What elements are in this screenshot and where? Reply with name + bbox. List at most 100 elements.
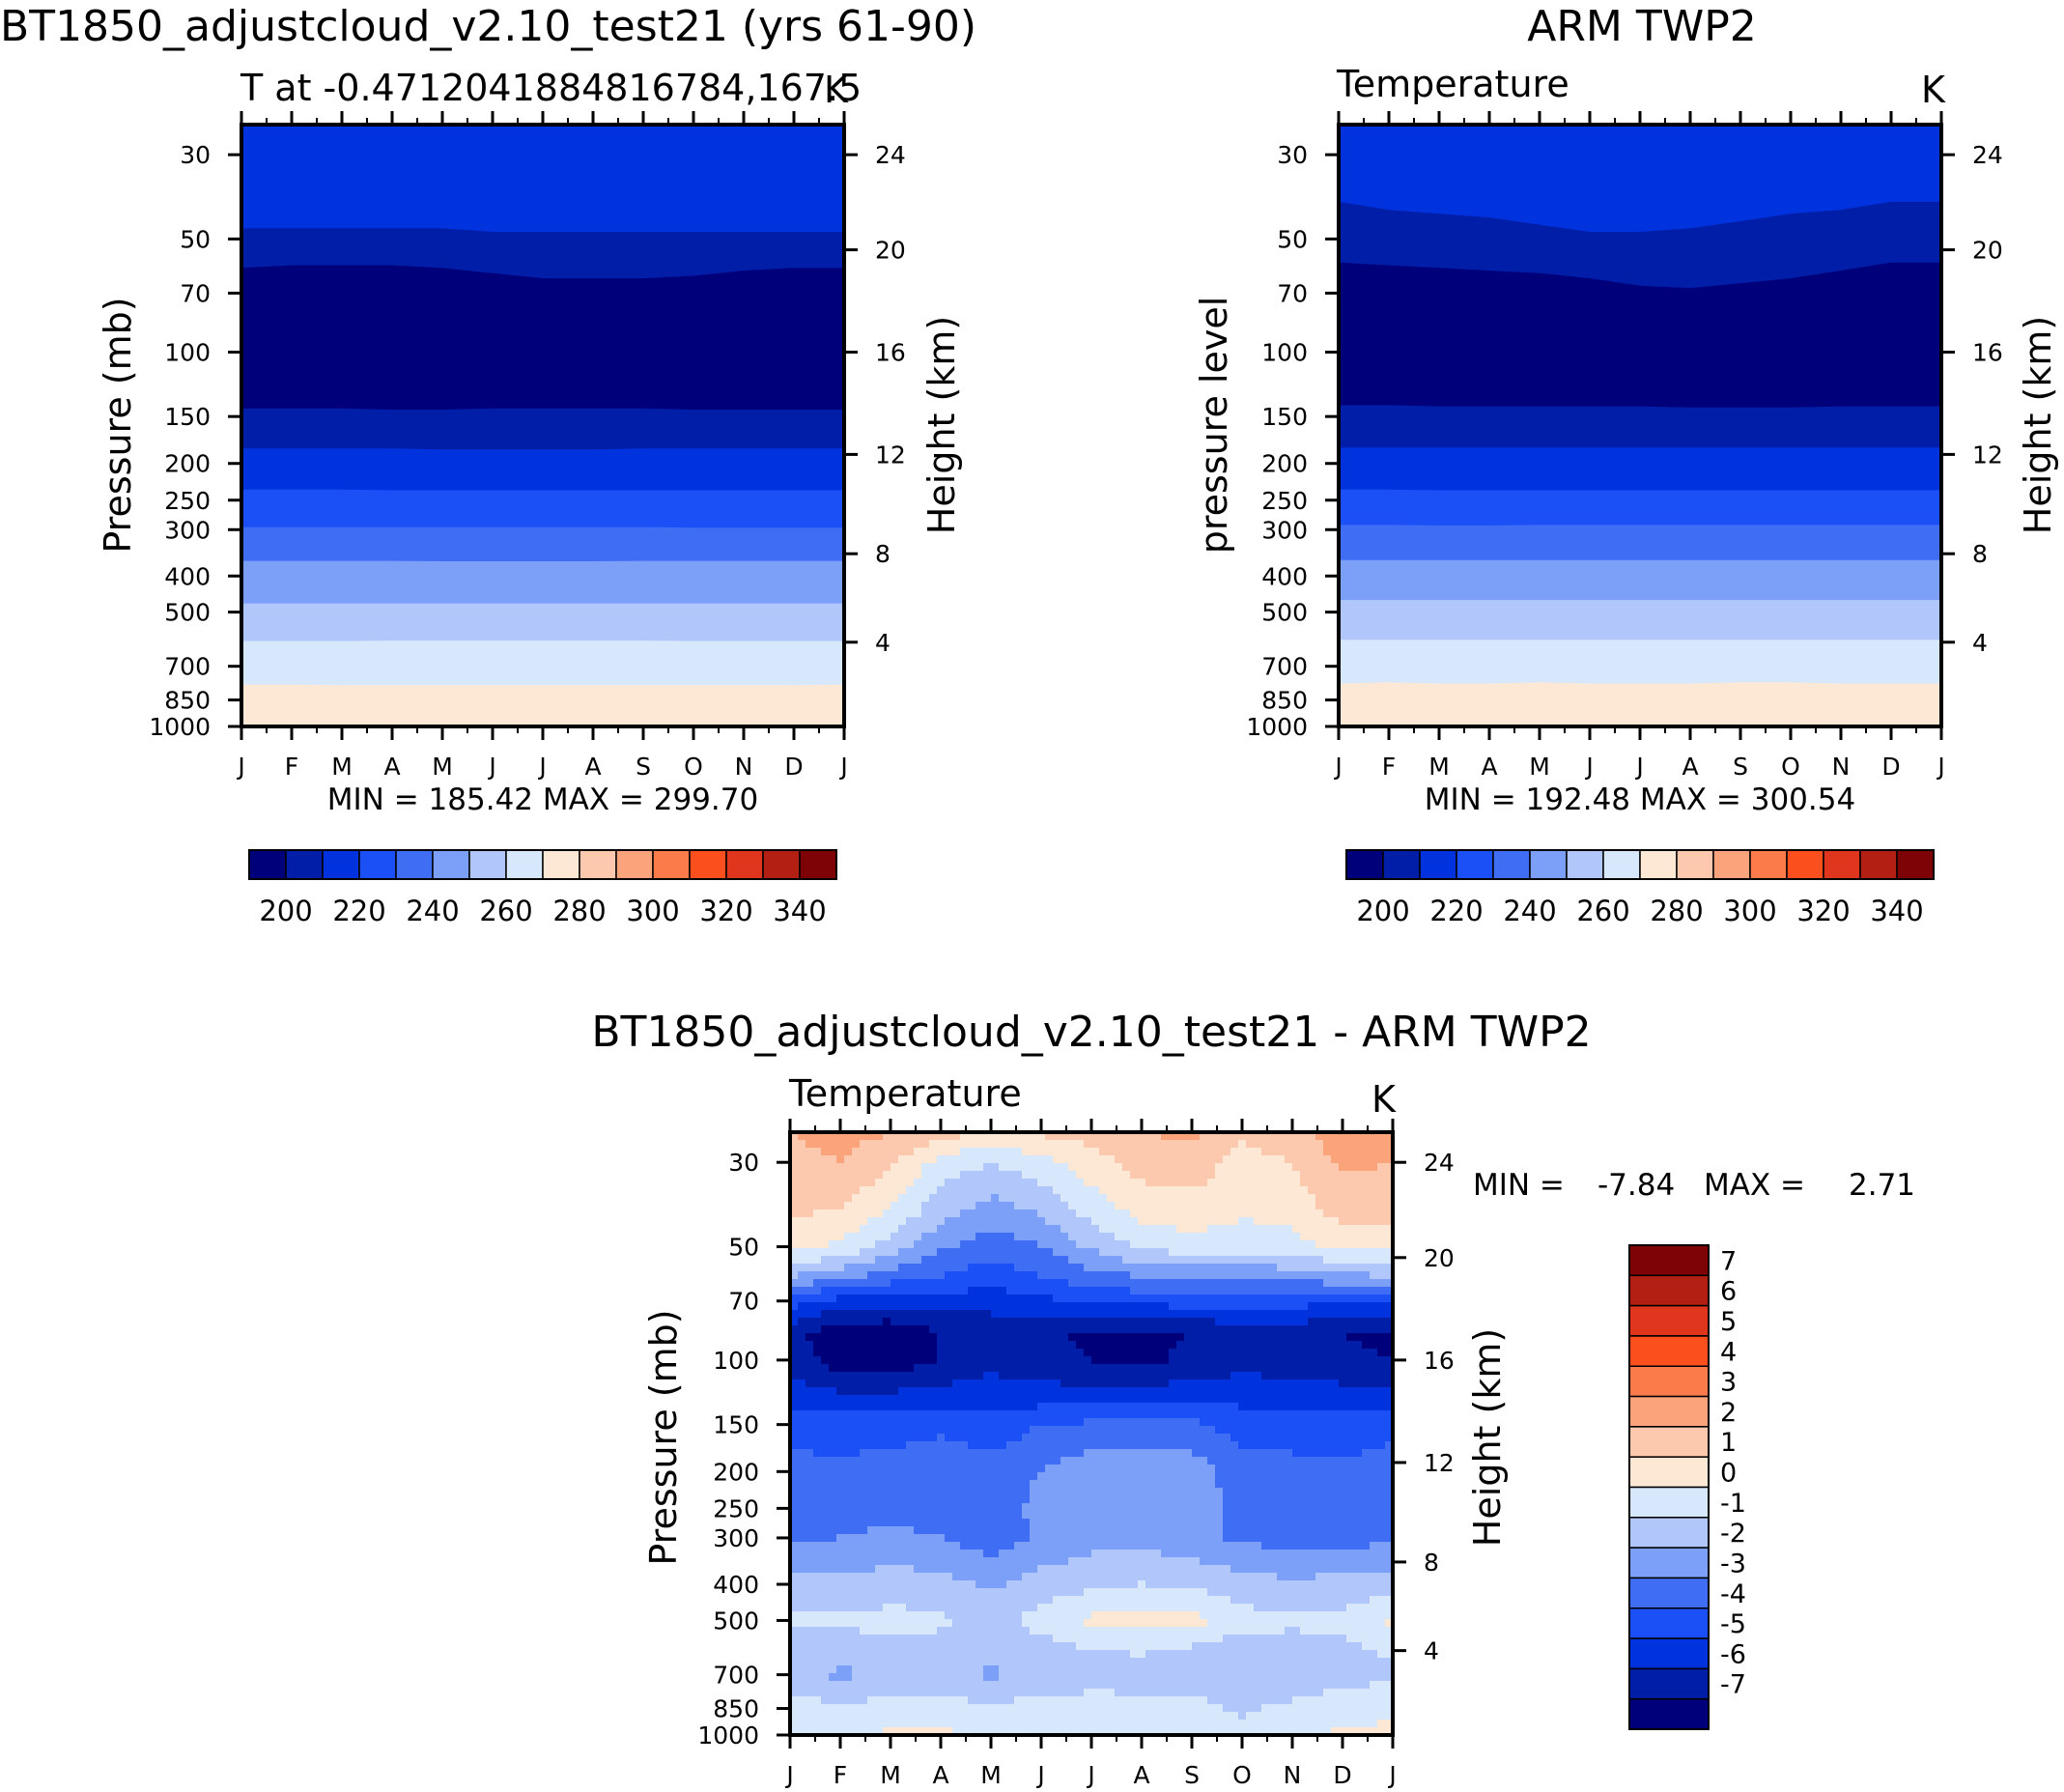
contour-cell xyxy=(1339,1225,1347,1234)
contour-cell xyxy=(1014,1356,1023,1365)
contour-cell xyxy=(1254,1302,1262,1311)
contour-cell xyxy=(1254,1441,1262,1450)
contour-cell xyxy=(860,1140,868,1149)
contour-cell xyxy=(1030,1418,1038,1427)
contour-cell xyxy=(1076,1240,1085,1249)
contour-cell xyxy=(1246,1511,1255,1520)
contour-cell xyxy=(1099,1264,1108,1272)
contour-cell xyxy=(1300,1565,1309,1574)
contour-cell xyxy=(1014,1550,1023,1558)
contour-cell xyxy=(860,1310,868,1319)
contour-cell xyxy=(1084,1155,1092,1164)
contour-cell xyxy=(852,1310,861,1319)
contour-band xyxy=(240,265,845,411)
contour-cell xyxy=(1045,1356,1054,1365)
contour-cell xyxy=(1037,1279,1046,1288)
contour-cell xyxy=(1084,1410,1092,1419)
contour-cell xyxy=(867,1372,876,1380)
colorbar-label: 220 xyxy=(332,895,385,927)
contour-cell xyxy=(852,1225,861,1234)
contour-cell xyxy=(1215,1457,1224,1465)
contour-cell xyxy=(945,1410,953,1419)
contour-cell xyxy=(991,1333,1000,1342)
contour-cell xyxy=(983,1465,992,1473)
contour-cell xyxy=(1014,1148,1023,1156)
contour-cell xyxy=(1138,1557,1146,1566)
contour-cell xyxy=(1377,1132,1386,1141)
panel-model-axes: J F M A M J J A S O N D J305070100150200250300400500… xyxy=(149,111,906,781)
contour-cell xyxy=(999,1271,1007,1280)
contour-cell xyxy=(1161,1526,1170,1535)
contour-cell xyxy=(1339,1140,1347,1149)
contour-cell xyxy=(1138,1186,1146,1195)
contour-cell xyxy=(798,1179,806,1187)
contour-cell xyxy=(1269,1588,1278,1597)
contour-cell xyxy=(1045,1526,1054,1535)
contour-cell xyxy=(1292,1140,1301,1149)
contour-cell xyxy=(1060,1310,1069,1319)
contour-cell xyxy=(1138,1542,1146,1550)
contour-cell xyxy=(1037,1573,1046,1581)
contour-cell xyxy=(1261,1519,1270,1527)
contour-cell xyxy=(991,1418,1000,1427)
contour-cell xyxy=(875,1264,884,1272)
contour-cell xyxy=(1230,1155,1239,1164)
contour-cell xyxy=(1354,1364,1363,1373)
contour-cell xyxy=(929,1457,938,1465)
contour-cell xyxy=(1138,1364,1146,1373)
contour-cell xyxy=(1176,1364,1185,1373)
contour-cell xyxy=(1362,1194,1371,1203)
contour-cell xyxy=(1238,1565,1247,1574)
contour-cell xyxy=(813,1256,822,1265)
contour-cell xyxy=(1292,1148,1301,1156)
contour-cell xyxy=(1153,1209,1162,1218)
contour-cell xyxy=(790,1310,799,1319)
contour-cell xyxy=(1130,1233,1139,1241)
contour-cell xyxy=(1037,1271,1046,1280)
contour-cell xyxy=(1169,1418,1177,1427)
contour-cell xyxy=(844,1542,853,1550)
contour-cell xyxy=(1115,1225,1123,1234)
contour-cell xyxy=(968,1410,976,1419)
contour-cell xyxy=(1006,1225,1015,1234)
contour-cell xyxy=(1006,1179,1015,1187)
contour-cell xyxy=(1014,1294,1023,1303)
contour-cell xyxy=(1153,1410,1162,1419)
contour-cell xyxy=(1269,1155,1278,1164)
contour-cell xyxy=(798,1233,806,1241)
contour-cell xyxy=(1107,1387,1116,1396)
contour-cell xyxy=(968,1310,976,1319)
contour-cell xyxy=(1053,1534,1061,1543)
contour-cell xyxy=(1238,1403,1247,1411)
contour-cell xyxy=(1300,1449,1309,1458)
contour-cell xyxy=(991,1542,1000,1550)
contour-cell xyxy=(1022,1325,1031,1334)
contour-cell xyxy=(968,1202,976,1210)
y-tick-label: 1000 xyxy=(1246,713,1308,741)
contour-cell xyxy=(1053,1318,1061,1326)
contour-cell xyxy=(898,1171,907,1180)
contour-cell xyxy=(1045,1457,1054,1465)
contour-cell xyxy=(1138,1380,1146,1388)
contour-cell xyxy=(906,1488,915,1496)
contour-cell xyxy=(937,1372,946,1380)
contour-cell xyxy=(1091,1233,1100,1241)
contour-cell xyxy=(829,1310,837,1319)
contour-cell xyxy=(1022,1349,1031,1357)
contour-cell xyxy=(898,1449,907,1458)
contour-cell xyxy=(1331,1294,1340,1303)
contour-cell xyxy=(821,1310,830,1319)
contour-cell xyxy=(1269,1488,1278,1496)
contour-cell xyxy=(1223,1349,1231,1357)
contour-cell xyxy=(1370,1248,1378,1257)
contour-cell xyxy=(1254,1356,1262,1365)
contour-cell xyxy=(1122,1271,1131,1280)
contour-cell xyxy=(1091,1426,1100,1435)
contour-cell xyxy=(790,1380,799,1388)
contour-cell xyxy=(1215,1356,1224,1365)
contour-cell xyxy=(968,1573,976,1581)
contour-cell xyxy=(1385,1418,1394,1427)
contour-cell xyxy=(1045,1364,1054,1373)
contour-cell xyxy=(813,1511,822,1520)
contour-cell xyxy=(883,1526,891,1535)
